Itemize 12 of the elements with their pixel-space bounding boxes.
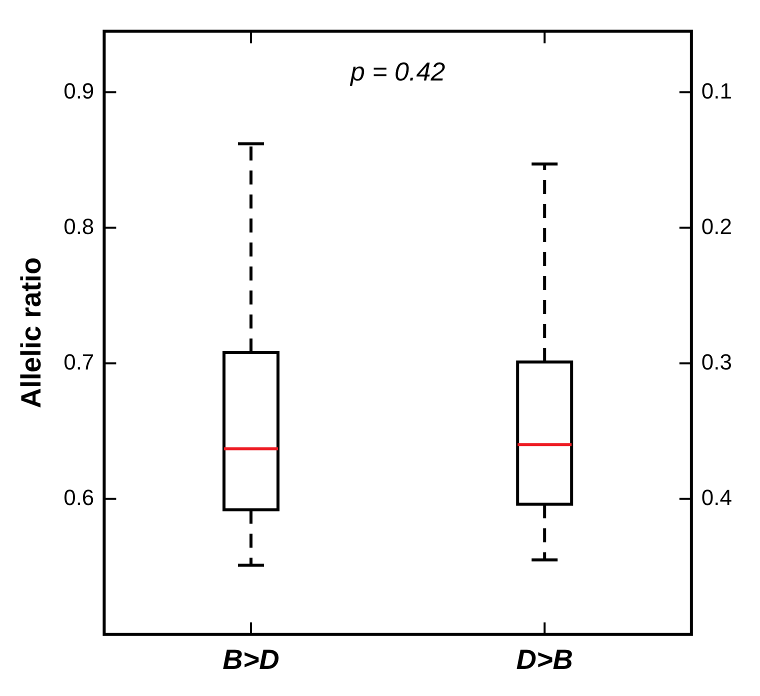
y2-tick-label: 0.4 [701, 484, 732, 510]
y-axis-title: Allelic ratio [16, 257, 47, 408]
y-tick-label: 0.6 [64, 484, 94, 510]
annotation: p = 0.42 [349, 56, 446, 86]
y-tick-label: 0.9 [64, 78, 94, 104]
x-tick-label: B>D [222, 644, 280, 675]
y-tick-label: 0.7 [64, 349, 94, 374]
y2-tick-label: 0.1 [701, 78, 732, 104]
y-tick-label: 0.8 [64, 214, 94, 239]
x-tick-label: D>B [516, 644, 574, 675]
y2-tick-label: 0.3 [701, 349, 732, 374]
y2-tick-label: 0.2 [701, 214, 732, 239]
